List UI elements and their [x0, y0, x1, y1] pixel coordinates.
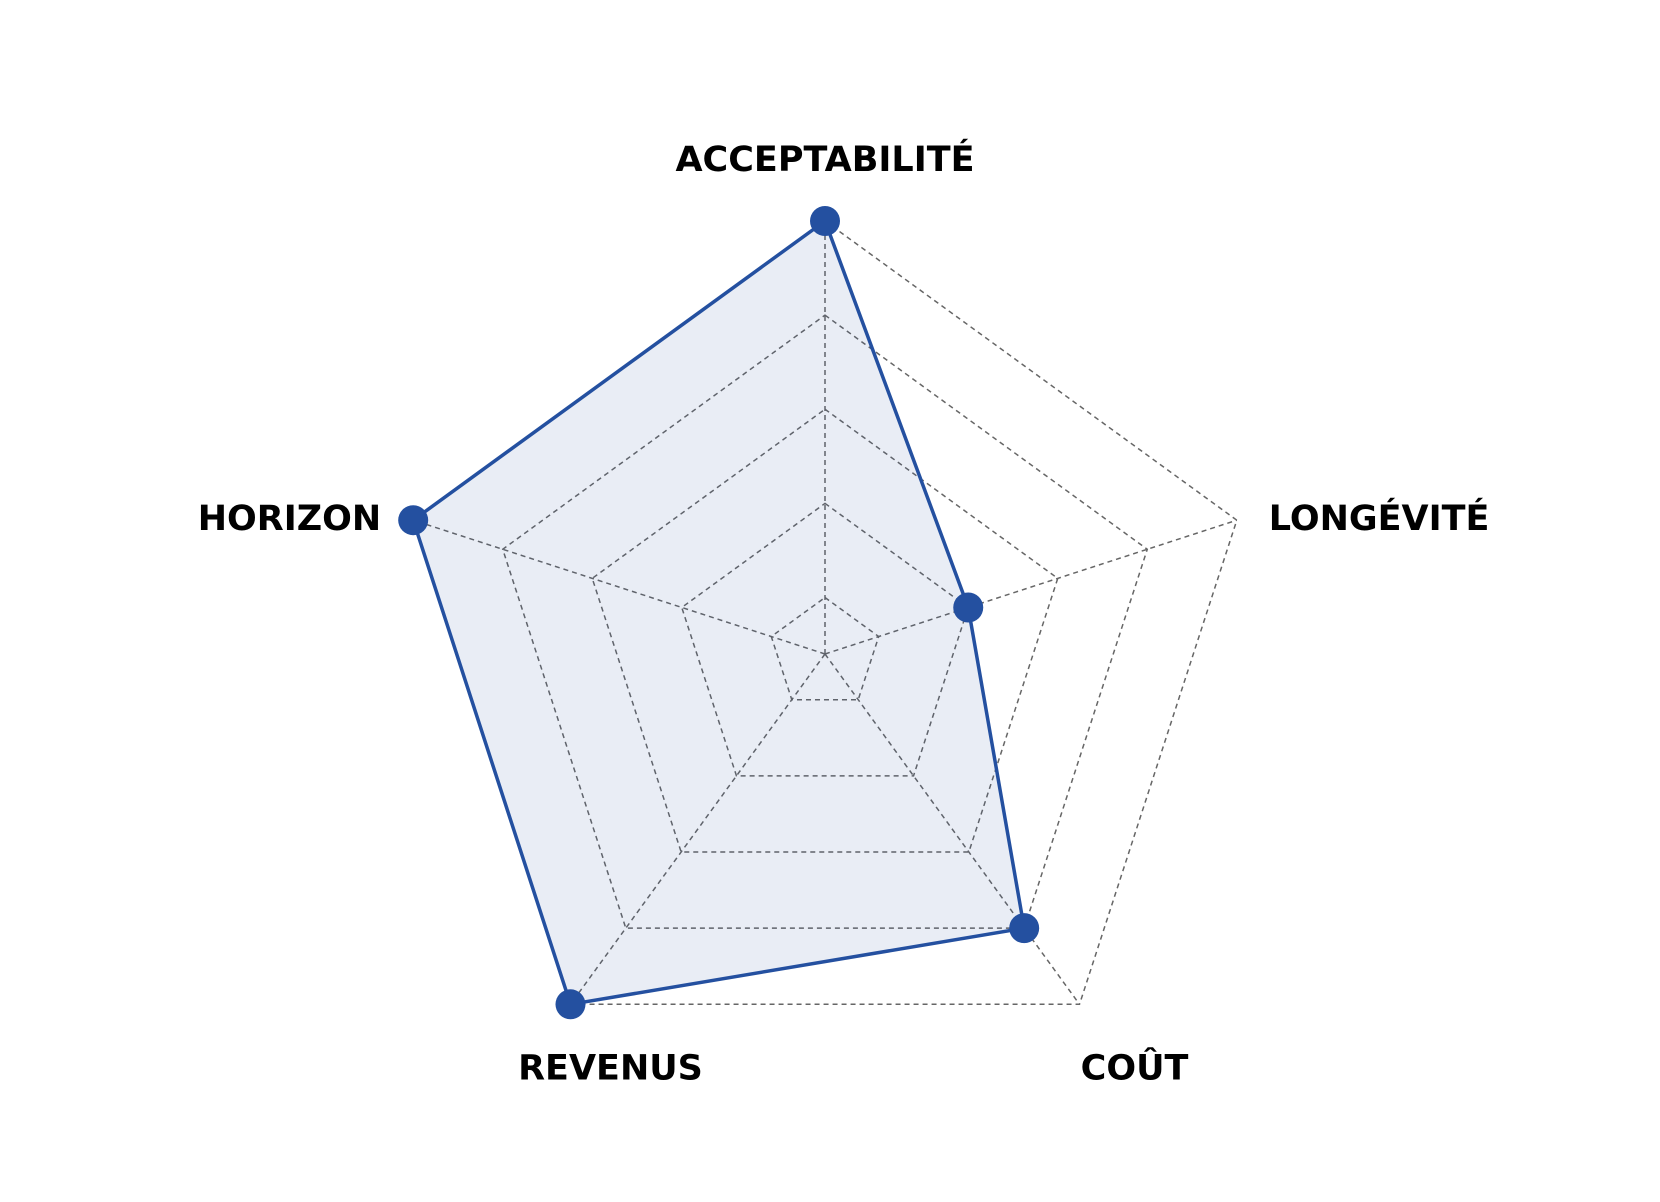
- spoke: [824, 519, 1238, 655]
- grid-ring: [680, 502, 970, 777]
- data-point: [398, 505, 429, 536]
- axis-label: REVENUS: [518, 1048, 703, 1088]
- axis-label: COÛT: [1081, 1046, 1189, 1088]
- series-area: [411, 218, 1027, 1007]
- axis-label: HORIZON: [198, 499, 381, 539]
- grid-ring: [591, 408, 1059, 853]
- axis-label: ACCEPTABILITÉ: [675, 138, 974, 180]
- data-point: [953, 592, 984, 623]
- spoke: [412, 519, 826, 655]
- data-point: [1009, 913, 1040, 944]
- data-point: [810, 206, 840, 236]
- axis-label: LONGÉVITÉ: [1269, 497, 1490, 539]
- grid-ring: [501, 314, 1149, 929]
- grid-ring: [412, 220, 1238, 1006]
- spoke: [824, 653, 1081, 1005]
- grid-ring: [770, 596, 880, 701]
- data-point: [555, 989, 586, 1020]
- spoke: [569, 653, 826, 1005]
